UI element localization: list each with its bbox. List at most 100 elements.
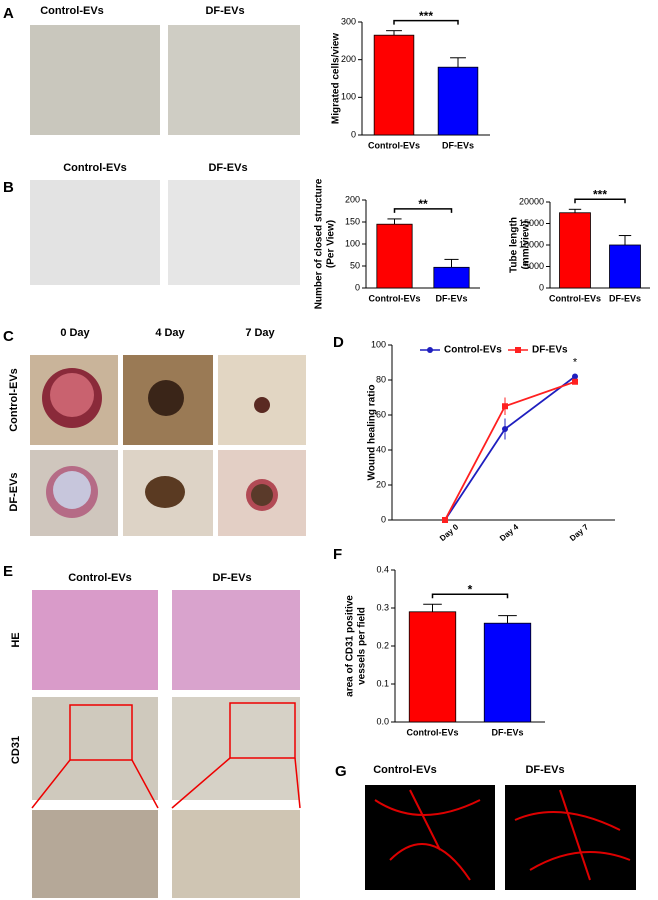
- y-tick-label: 200: [341, 54, 356, 64]
- x-tick-label: Control-EVs: [549, 293, 601, 303]
- y-axis-label: vessels per field: [357, 607, 368, 685]
- marker: [572, 373, 578, 380]
- panel-label: C: [3, 328, 14, 345]
- image: [168, 25, 300, 135]
- caption: Control-EVs: [68, 572, 132, 584]
- significance-bracket: [574, 198, 626, 204]
- row-label: Control-EVs: [8, 368, 20, 432]
- significance-bracket: [393, 208, 453, 213]
- bar: [483, 622, 532, 723]
- x-tick-label: DF-EVs: [442, 140, 474, 150]
- x-tick-label: Control-EVs: [368, 140, 420, 150]
- legend-label: Control-EVs: [444, 345, 502, 356]
- y-tick-label: 100: [345, 238, 360, 248]
- bar: [609, 244, 641, 289]
- y-tick-label: 0.1: [376, 678, 389, 688]
- caption: DF-EVs: [208, 162, 247, 174]
- caption: DF-EVs: [212, 572, 251, 584]
- marker: [442, 517, 448, 523]
- y-tick-label: 20: [376, 479, 386, 489]
- y-axis-label: (Per View): [326, 220, 337, 268]
- y-tick-label: 0: [381, 514, 386, 524]
- panel-label: D: [333, 334, 344, 351]
- y-tick-label: 200: [345, 194, 360, 204]
- significance-bracket: [431, 593, 509, 599]
- row-label: DF-EVs: [8, 472, 20, 511]
- y-tick-label: 0.4: [376, 564, 389, 574]
- marker: [572, 378, 578, 385]
- legend-label: DF-EVs: [532, 345, 568, 356]
- row-label: CD31: [10, 736, 22, 764]
- x-tick-label: Control-EVs: [368, 293, 420, 303]
- legend-marker: [427, 347, 433, 353]
- image: [30, 25, 160, 135]
- y-axis-label: Number of closed structure: [314, 178, 325, 309]
- panel-label: B: [3, 179, 14, 196]
- panel-label: A: [3, 5, 14, 22]
- caption: DF-EVs: [205, 5, 244, 17]
- wound-images: [30, 355, 306, 536]
- annotation: **: [418, 197, 428, 211]
- bar: [376, 223, 413, 289]
- bar: [408, 611, 457, 723]
- y-tick-label: 100: [341, 92, 356, 102]
- row-label: HE: [10, 632, 22, 647]
- y-tick-label: 0: [351, 129, 356, 139]
- y-tick-label: 40: [376, 444, 386, 454]
- x-tick-label: Day 4: [498, 522, 521, 543]
- panel-label: E: [3, 563, 13, 580]
- y-axis-label: Migrated cells/view: [331, 33, 342, 124]
- y-tick-label: 0: [539, 282, 544, 292]
- panel-label: F: [333, 546, 342, 563]
- y-tick-label: 300: [341, 16, 356, 26]
- y-tick-label: 20000: [519, 196, 544, 206]
- y-axis-label: (mm/view): [521, 221, 532, 270]
- vessel-images: [365, 785, 636, 890]
- marker: [502, 426, 508, 432]
- legend-marker: [515, 347, 521, 353]
- caption: 7 Day: [245, 327, 275, 339]
- panel-label: G: [335, 763, 347, 780]
- y-tick-label: 150: [345, 216, 360, 226]
- image: [168, 180, 300, 285]
- y-tick-label: 50: [350, 260, 360, 270]
- marker: [502, 403, 508, 410]
- annotation: *: [468, 582, 473, 596]
- x-tick-label: Day 7: [568, 522, 591, 543]
- caption: DF-EVs: [525, 764, 564, 776]
- y-tick-label: 0.0: [376, 716, 389, 726]
- bar: [373, 34, 415, 136]
- x-tick-label: DF-EVs: [609, 293, 641, 303]
- line: [444, 375, 576, 521]
- x-tick-label: Day 0: [438, 522, 461, 543]
- annotation: ***: [593, 187, 607, 201]
- histology-images: [31, 590, 301, 898]
- bar: [559, 212, 591, 289]
- caption: 4 Day: [155, 327, 185, 339]
- image: [30, 180, 160, 285]
- y-tick-label: 0.3: [376, 602, 389, 612]
- y-tick-label: 60: [376, 409, 386, 419]
- bar: [437, 66, 479, 136]
- line: [444, 380, 576, 521]
- annotation: ***: [419, 9, 433, 23]
- y-tick-label: 5000: [524, 261, 544, 271]
- y-axis-label: area of CD31 positive: [345, 595, 356, 697]
- caption: 0 Day: [60, 327, 90, 339]
- caption: Control-EVs: [40, 5, 104, 17]
- x-tick-label: DF-EVs: [491, 727, 523, 737]
- y-tick-label: 0.2: [376, 640, 389, 650]
- x-tick-label: Control-EVs: [406, 727, 458, 737]
- y-tick-label: 0: [355, 282, 360, 292]
- x-tick-label: DF-EVs: [435, 293, 467, 303]
- significance-bracket: [393, 19, 459, 25]
- y-tick-label: 10000: [519, 239, 544, 249]
- caption: Control-EVs: [373, 764, 437, 776]
- y-tick-label: 100: [371, 339, 386, 349]
- annotation: *: [573, 356, 578, 368]
- y-tick-label: 80: [376, 374, 386, 384]
- bar: [433, 266, 470, 289]
- caption: Control-EVs: [63, 162, 127, 174]
- y-axis-label: Tube length: [509, 217, 520, 273]
